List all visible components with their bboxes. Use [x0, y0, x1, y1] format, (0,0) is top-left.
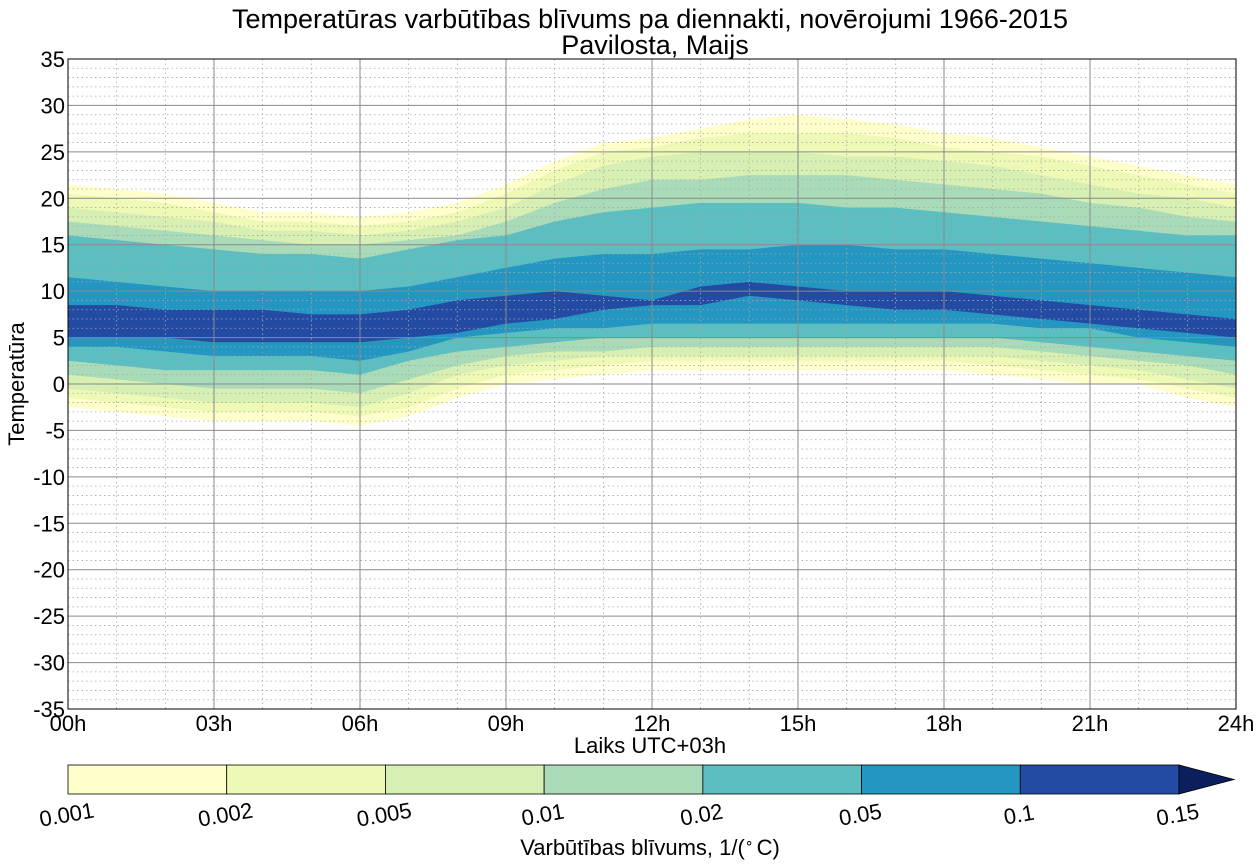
x-tick-label: 00h — [50, 711, 87, 736]
y-tick-label: 35 — [41, 47, 65, 72]
colorbar-label: Varbūtības blīvums, 1/(∘ C) — [520, 834, 780, 860]
grid-layer — [67, 58, 1237, 710]
colorbar-segment — [385, 764, 545, 795]
y-tick-label: 0 — [53, 372, 65, 397]
colorbar-segment — [702, 764, 862, 795]
y-tick-label: 10 — [41, 279, 65, 304]
colorbar-tick-label: 0.005 — [355, 798, 414, 832]
x-tick-label: 18h — [926, 711, 963, 736]
x-tick-label: 03h — [196, 711, 233, 736]
y-tick-label: -35 — [33, 697, 65, 722]
x-tick-label: 12h — [634, 711, 671, 736]
chart-title: Temperatūras varbūtības blīvums pa dienn… — [232, 4, 1068, 34]
y-tick-label: -20 — [33, 558, 65, 583]
colorbar-label-suffix: C) — [757, 835, 780, 860]
y-tick-label: -25 — [33, 604, 65, 629]
x-tick-label: 09h — [488, 711, 525, 736]
colorbar-tick-label: 0.15 — [1154, 799, 1201, 831]
x-tick-label: 21h — [1072, 711, 1109, 736]
colorbar-segment — [543, 764, 704, 795]
colorbar-label-degree: ∘ — [745, 834, 754, 850]
y-axis-label: Temperatūra — [4, 321, 29, 445]
chart-subtitle: Pavilosta, Maijs — [561, 30, 749, 60]
colorbar-segment — [226, 764, 386, 795]
colorbar-label-prefix: Varbūtības blīvums, 1/( — [520, 835, 745, 860]
y-tick-label: -10 — [33, 465, 65, 490]
x-axis: 00h 03h 06h 09h 12h 15h 18h 21h 24h — [50, 711, 1255, 736]
colorbar-extend-arrow — [1178, 764, 1236, 795]
colorbar-tick-label: 0.002 — [196, 798, 255, 832]
colorbar-tick-label: 0.1 — [1002, 800, 1036, 830]
x-tick-label: 15h — [780, 711, 817, 736]
y-tick-label: 5 — [53, 326, 65, 351]
plot-frame — [67, 58, 1237, 710]
colorbar-tick-label: 0.02 — [678, 799, 725, 831]
x-axis-label: Laiks UTC+03h — [574, 733, 726, 758]
y-tick-label: -30 — [33, 651, 65, 676]
colorbar-segment — [861, 764, 1021, 795]
x-tick-label: 24h — [1218, 711, 1255, 736]
colorbar-ticks: 0.001 0.002 0.005 0.01 0.02 0.05 0.1 0.15 — [37, 798, 1201, 832]
y-axis: -35 -30 -25 -20 -15 -10 -5 0 5 10 15 20 25 30 35 — [33, 47, 65, 722]
colorbar-tick-label: 0.01 — [520, 799, 567, 831]
colorbar-tick-label: 0.001 — [37, 798, 96, 832]
colorbar-segment — [67, 764, 228, 795]
y-tick-label: 15 — [41, 233, 65, 258]
colorbar — [67, 764, 1236, 795]
x-tick-label: 06h — [342, 711, 379, 736]
y-tick-label: -15 — [33, 511, 65, 536]
colorbar-segment — [1019, 764, 1180, 795]
y-tick-label: 20 — [41, 186, 65, 211]
y-tick-label: -5 — [45, 418, 65, 443]
y-tick-label: 30 — [41, 93, 65, 118]
colorbar-tick-label: 0.05 — [837, 799, 884, 831]
y-tick-label: 25 — [41, 140, 65, 165]
